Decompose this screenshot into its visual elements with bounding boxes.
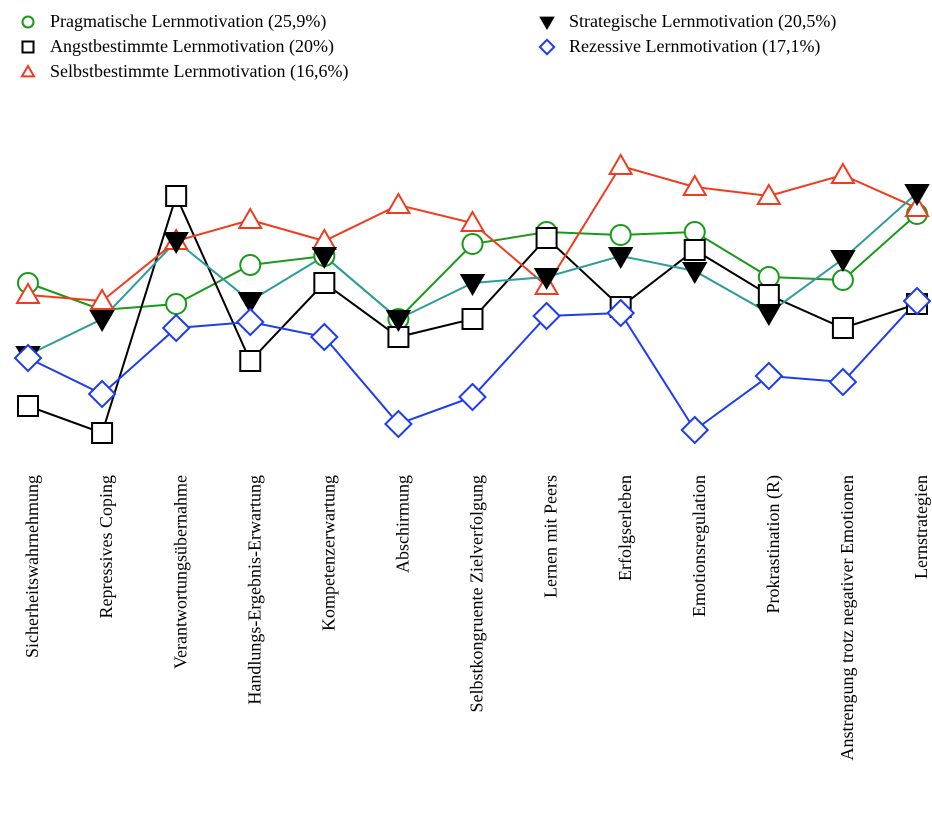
- data-point: [535, 227, 558, 249]
- data-point: [461, 233, 484, 255]
- x-tick-label: Anstrengung trotz negativer Emotionen: [837, 475, 857, 760]
- data-point: [830, 162, 856, 184]
- data-point: [459, 274, 486, 296]
- x-tick-label: Kompetenzerwartung: [318, 475, 338, 631]
- data-point: [311, 247, 338, 269]
- data-point: [237, 292, 263, 314]
- data-point: [682, 174, 708, 196]
- data-point: [17, 395, 39, 417]
- data-point: [831, 317, 854, 339]
- data-point: [313, 272, 336, 294]
- data-point: [237, 207, 263, 229]
- data-point: [607, 247, 634, 269]
- legend-marker: [539, 16, 555, 31]
- data-point: [606, 298, 636, 328]
- data-point: [532, 301, 561, 331]
- data-point: [459, 210, 486, 232]
- data-point: [165, 293, 188, 315]
- legend-marker: [20, 63, 36, 78]
- data-point: [239, 350, 262, 372]
- data-point: [385, 192, 412, 214]
- x-tick-label: Prokrastination (R): [763, 475, 784, 613]
- x-tick-label: Emotionsregulation: [689, 475, 709, 617]
- legend-label: Rezessive Lernmotivation (17,1%): [569, 36, 820, 57]
- data-point: [904, 184, 930, 206]
- data-point: [904, 195, 930, 217]
- data-point: [384, 409, 413, 439]
- data-point: [15, 282, 41, 304]
- x-tick-label: Lernen mit Peers: [541, 475, 561, 598]
- data-point: [458, 382, 487, 412]
- data-point: [89, 310, 115, 332]
- legend-label: Pragmatische Lernmotivation (25,9%): [50, 11, 326, 32]
- legend-label: Strategische Lernmotivation (20,5%): [569, 11, 836, 32]
- data-point: [757, 284, 780, 306]
- data-point: [385, 310, 412, 332]
- data-point: [87, 379, 117, 409]
- data-point: [756, 183, 782, 205]
- legend-marker: [21, 15, 35, 29]
- data-point: [756, 304, 782, 326]
- data-point: [533, 268, 560, 290]
- data-point: [309, 322, 339, 352]
- x-tick-label: Handlungs-Ergebnis-Erwartung: [244, 475, 264, 705]
- data-point: [239, 254, 262, 276]
- legend-marker: [538, 38, 556, 56]
- data-point: [235, 307, 265, 337]
- data-point: [461, 308, 484, 330]
- data-point: [609, 224, 632, 246]
- data-point: [163, 232, 189, 254]
- x-tick-label: Lernstrategien: [911, 475, 931, 579]
- data-point: [682, 262, 708, 284]
- data-point: [831, 269, 854, 291]
- legend-marker: [21, 40, 35, 54]
- data-point: [680, 415, 710, 445]
- data-point: [387, 326, 410, 348]
- data-point: [607, 153, 634, 175]
- x-tick-label: Sicherheitswahrnehmung: [22, 475, 42, 658]
- data-point: [89, 288, 115, 310]
- x-tick-label: Selbstkongruente Zielverfolgung: [467, 475, 487, 712]
- data-point: [754, 361, 784, 391]
- data-point: [828, 367, 858, 397]
- data-point: [91, 422, 114, 444]
- x-tick-label: Abschirmung: [393, 475, 413, 573]
- legend-label: Selbstbestimmte Lernmotivation (16,6%): [50, 61, 348, 82]
- x-tick-label: Verantwortungsübernahme: [170, 475, 190, 669]
- x-tick-label: Repressives Coping: [96, 475, 116, 619]
- data-point: [165, 185, 188, 207]
- data-point: [902, 286, 932, 316]
- legend-label: Angstbestimmte Lernmotivation (20%): [50, 36, 334, 57]
- data-point: [13, 343, 43, 373]
- data-point: [683, 239, 706, 261]
- data-point: [161, 313, 191, 343]
- data-point: [830, 250, 856, 272]
- x-tick-label: Erfolgserleben: [615, 475, 635, 581]
